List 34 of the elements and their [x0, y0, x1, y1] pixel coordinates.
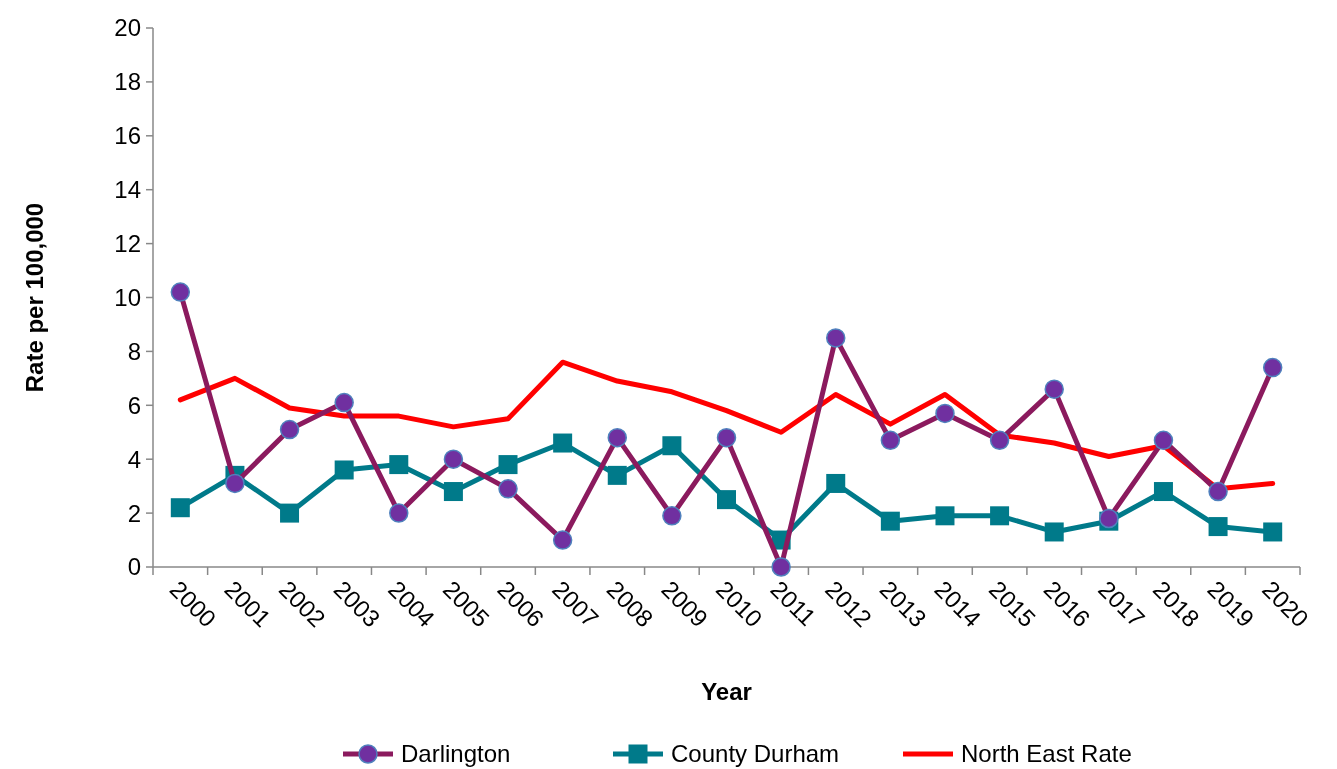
point — [935, 506, 955, 526]
point — [662, 436, 682, 456]
y-tick-label: 4 — [127, 445, 141, 473]
point — [498, 455, 518, 475]
point — [607, 465, 627, 485]
y-axis-title: Rate per 100,000 — [21, 202, 48, 393]
point — [334, 460, 354, 480]
point — [826, 473, 846, 493]
y-tick-label: 6 — [127, 391, 141, 419]
point — [717, 490, 736, 510]
point — [443, 482, 463, 502]
legend-label: County Durham — [671, 740, 840, 768]
y-tick-label: 14 — [114, 176, 141, 204]
y-tick-label: 8 — [127, 337, 141, 365]
point — [1208, 517, 1228, 537]
point — [880, 511, 900, 531]
point — [1044, 522, 1064, 542]
point — [389, 455, 409, 475]
x-axis-title: Year — [701, 678, 752, 705]
y-tick-label: 0 — [127, 553, 141, 581]
y-tick-label: 18 — [114, 68, 141, 96]
legend-label: Darlington — [401, 740, 511, 768]
y-tick-label: 2 — [127, 499, 141, 527]
point — [280, 503, 300, 523]
point — [990, 506, 1010, 526]
y-tick-label: 20 — [114, 14, 141, 42]
y-tick-label: 10 — [114, 283, 141, 311]
point — [1263, 522, 1283, 542]
y-tick-label: 16 — [114, 122, 141, 150]
legend-label: North East Rate — [961, 740, 1132, 768]
y-tick-label: 12 — [114, 230, 141, 257]
point — [170, 498, 190, 518]
point — [1153, 482, 1173, 502]
point — [553, 433, 573, 453]
